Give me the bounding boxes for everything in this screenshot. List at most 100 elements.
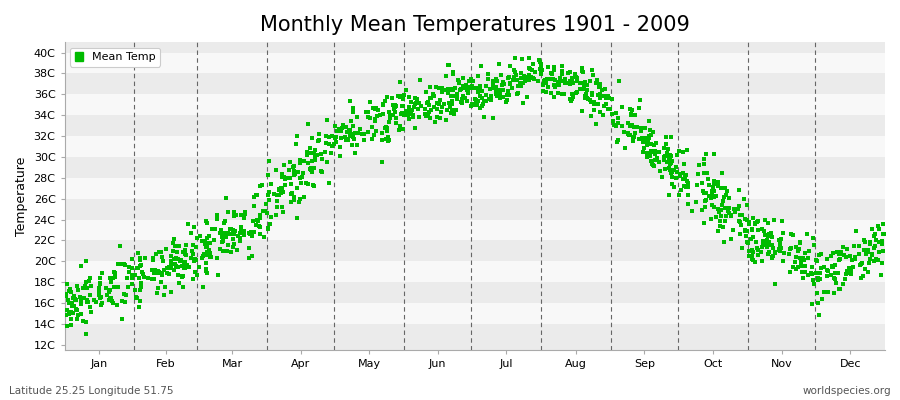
Point xyxy=(200,252,214,258)
Point xyxy=(722,194,736,201)
Point xyxy=(363,114,377,121)
Point xyxy=(346,142,360,148)
Point xyxy=(232,230,247,236)
Point xyxy=(713,218,727,224)
Point xyxy=(802,248,816,254)
Point xyxy=(226,227,240,233)
Point xyxy=(382,112,397,118)
Point xyxy=(637,135,652,142)
Point xyxy=(595,87,609,94)
Point xyxy=(172,243,186,249)
Point xyxy=(544,70,559,76)
Point xyxy=(611,114,625,121)
Point xyxy=(292,198,306,205)
Point xyxy=(210,216,224,222)
Point xyxy=(211,272,225,278)
Point xyxy=(95,300,110,306)
Point xyxy=(66,310,80,316)
Bar xyxy=(65,136,885,157)
Point xyxy=(61,300,76,306)
Point xyxy=(262,189,276,196)
Point xyxy=(476,114,491,120)
Point xyxy=(214,232,229,239)
Point xyxy=(625,122,639,128)
Point xyxy=(664,134,679,140)
Point xyxy=(375,101,390,107)
Point xyxy=(600,93,615,100)
Point xyxy=(868,258,882,265)
Point xyxy=(652,168,667,174)
Point xyxy=(227,230,241,237)
Point xyxy=(642,134,656,141)
Point xyxy=(755,226,770,232)
Point xyxy=(858,266,872,272)
Point xyxy=(285,164,300,170)
Point xyxy=(867,245,881,251)
Point xyxy=(216,248,230,254)
Point xyxy=(424,94,438,101)
Point xyxy=(463,84,477,90)
Point xyxy=(151,285,166,292)
Point xyxy=(122,264,136,271)
Point xyxy=(706,188,721,194)
Point xyxy=(671,192,686,198)
Point xyxy=(740,227,754,234)
Point xyxy=(578,95,592,102)
Point xyxy=(92,285,106,291)
Point xyxy=(364,136,379,142)
Point xyxy=(580,95,594,102)
Point xyxy=(442,62,456,68)
Point xyxy=(590,101,605,108)
Point xyxy=(795,269,809,276)
Point xyxy=(320,159,335,166)
Point xyxy=(675,170,689,176)
Point xyxy=(261,225,275,232)
Point xyxy=(343,133,357,140)
Point xyxy=(443,87,457,93)
Point xyxy=(760,240,774,247)
Point xyxy=(114,316,129,322)
Point xyxy=(328,135,342,141)
Point xyxy=(469,98,483,104)
Point xyxy=(592,108,607,115)
Point xyxy=(386,102,400,108)
Point xyxy=(68,293,82,299)
Point xyxy=(716,194,731,201)
Point xyxy=(842,270,856,276)
Point xyxy=(864,226,878,232)
Point xyxy=(313,151,328,158)
Point xyxy=(695,207,709,213)
Point xyxy=(93,295,107,302)
Point xyxy=(576,86,590,92)
Point xyxy=(382,109,396,116)
Point xyxy=(103,286,117,293)
Point xyxy=(294,174,309,180)
Point xyxy=(625,112,639,118)
Point xyxy=(744,236,759,242)
Point xyxy=(662,157,677,163)
Point xyxy=(534,70,548,76)
Point xyxy=(378,98,392,104)
Point xyxy=(570,75,584,81)
Point xyxy=(576,84,590,90)
Point xyxy=(356,137,371,144)
Point xyxy=(171,272,185,278)
Point xyxy=(538,89,553,96)
Point xyxy=(634,128,648,134)
Point xyxy=(632,136,646,143)
Point xyxy=(670,152,684,158)
Point xyxy=(220,248,234,254)
Point xyxy=(117,261,131,268)
Point xyxy=(620,130,634,136)
Point xyxy=(286,172,301,178)
Point xyxy=(715,207,729,213)
Point xyxy=(472,86,486,92)
Point xyxy=(744,246,759,253)
Point xyxy=(579,91,593,97)
Point xyxy=(869,237,884,243)
Point xyxy=(768,280,782,287)
Point xyxy=(473,63,488,69)
Point xyxy=(85,282,99,289)
Point xyxy=(600,106,615,112)
Point xyxy=(715,170,729,176)
